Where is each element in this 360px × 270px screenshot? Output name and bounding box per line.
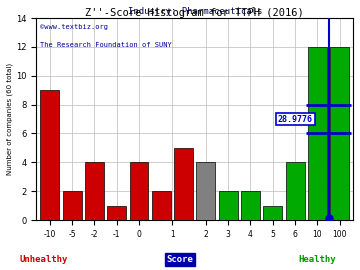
Bar — [174, 148, 193, 220]
Text: Industry: Pharmaceuticals: Industry: Pharmaceuticals — [127, 7, 262, 16]
Bar — [285, 162, 305, 220]
Text: ©www.textbiz.org: ©www.textbiz.org — [40, 24, 108, 30]
Bar — [330, 47, 349, 220]
Bar — [107, 205, 126, 220]
Text: 28.9776: 28.9776 — [278, 114, 313, 124]
Text: Healthy: Healthy — [298, 255, 336, 264]
Bar — [130, 162, 148, 220]
Bar — [197, 162, 215, 220]
Text: The Research Foundation of SUNY: The Research Foundation of SUNY — [40, 42, 171, 48]
Bar — [241, 191, 260, 220]
Text: Score: Score — [167, 255, 193, 264]
Bar — [263, 205, 282, 220]
Bar — [308, 47, 327, 220]
Bar — [40, 90, 59, 220]
Bar — [85, 162, 104, 220]
Bar — [63, 191, 82, 220]
Bar — [219, 191, 238, 220]
Bar — [152, 191, 171, 220]
Y-axis label: Number of companies (60 total): Number of companies (60 total) — [7, 63, 13, 175]
Text: Unhealthy: Unhealthy — [19, 255, 67, 264]
Title: Z''-Score Histogram for TTPH (2016): Z''-Score Histogram for TTPH (2016) — [85, 8, 304, 18]
